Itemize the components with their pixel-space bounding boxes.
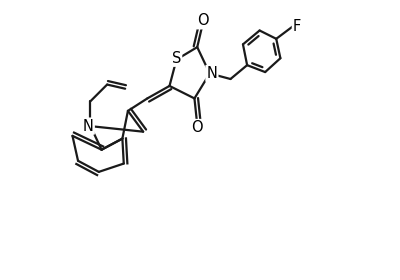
Text: S: S [172,51,181,66]
Text: O: O [197,13,208,28]
Text: O: O [192,120,203,135]
Text: N: N [83,119,94,134]
Text: N: N [206,66,217,81]
Text: F: F [293,19,301,34]
